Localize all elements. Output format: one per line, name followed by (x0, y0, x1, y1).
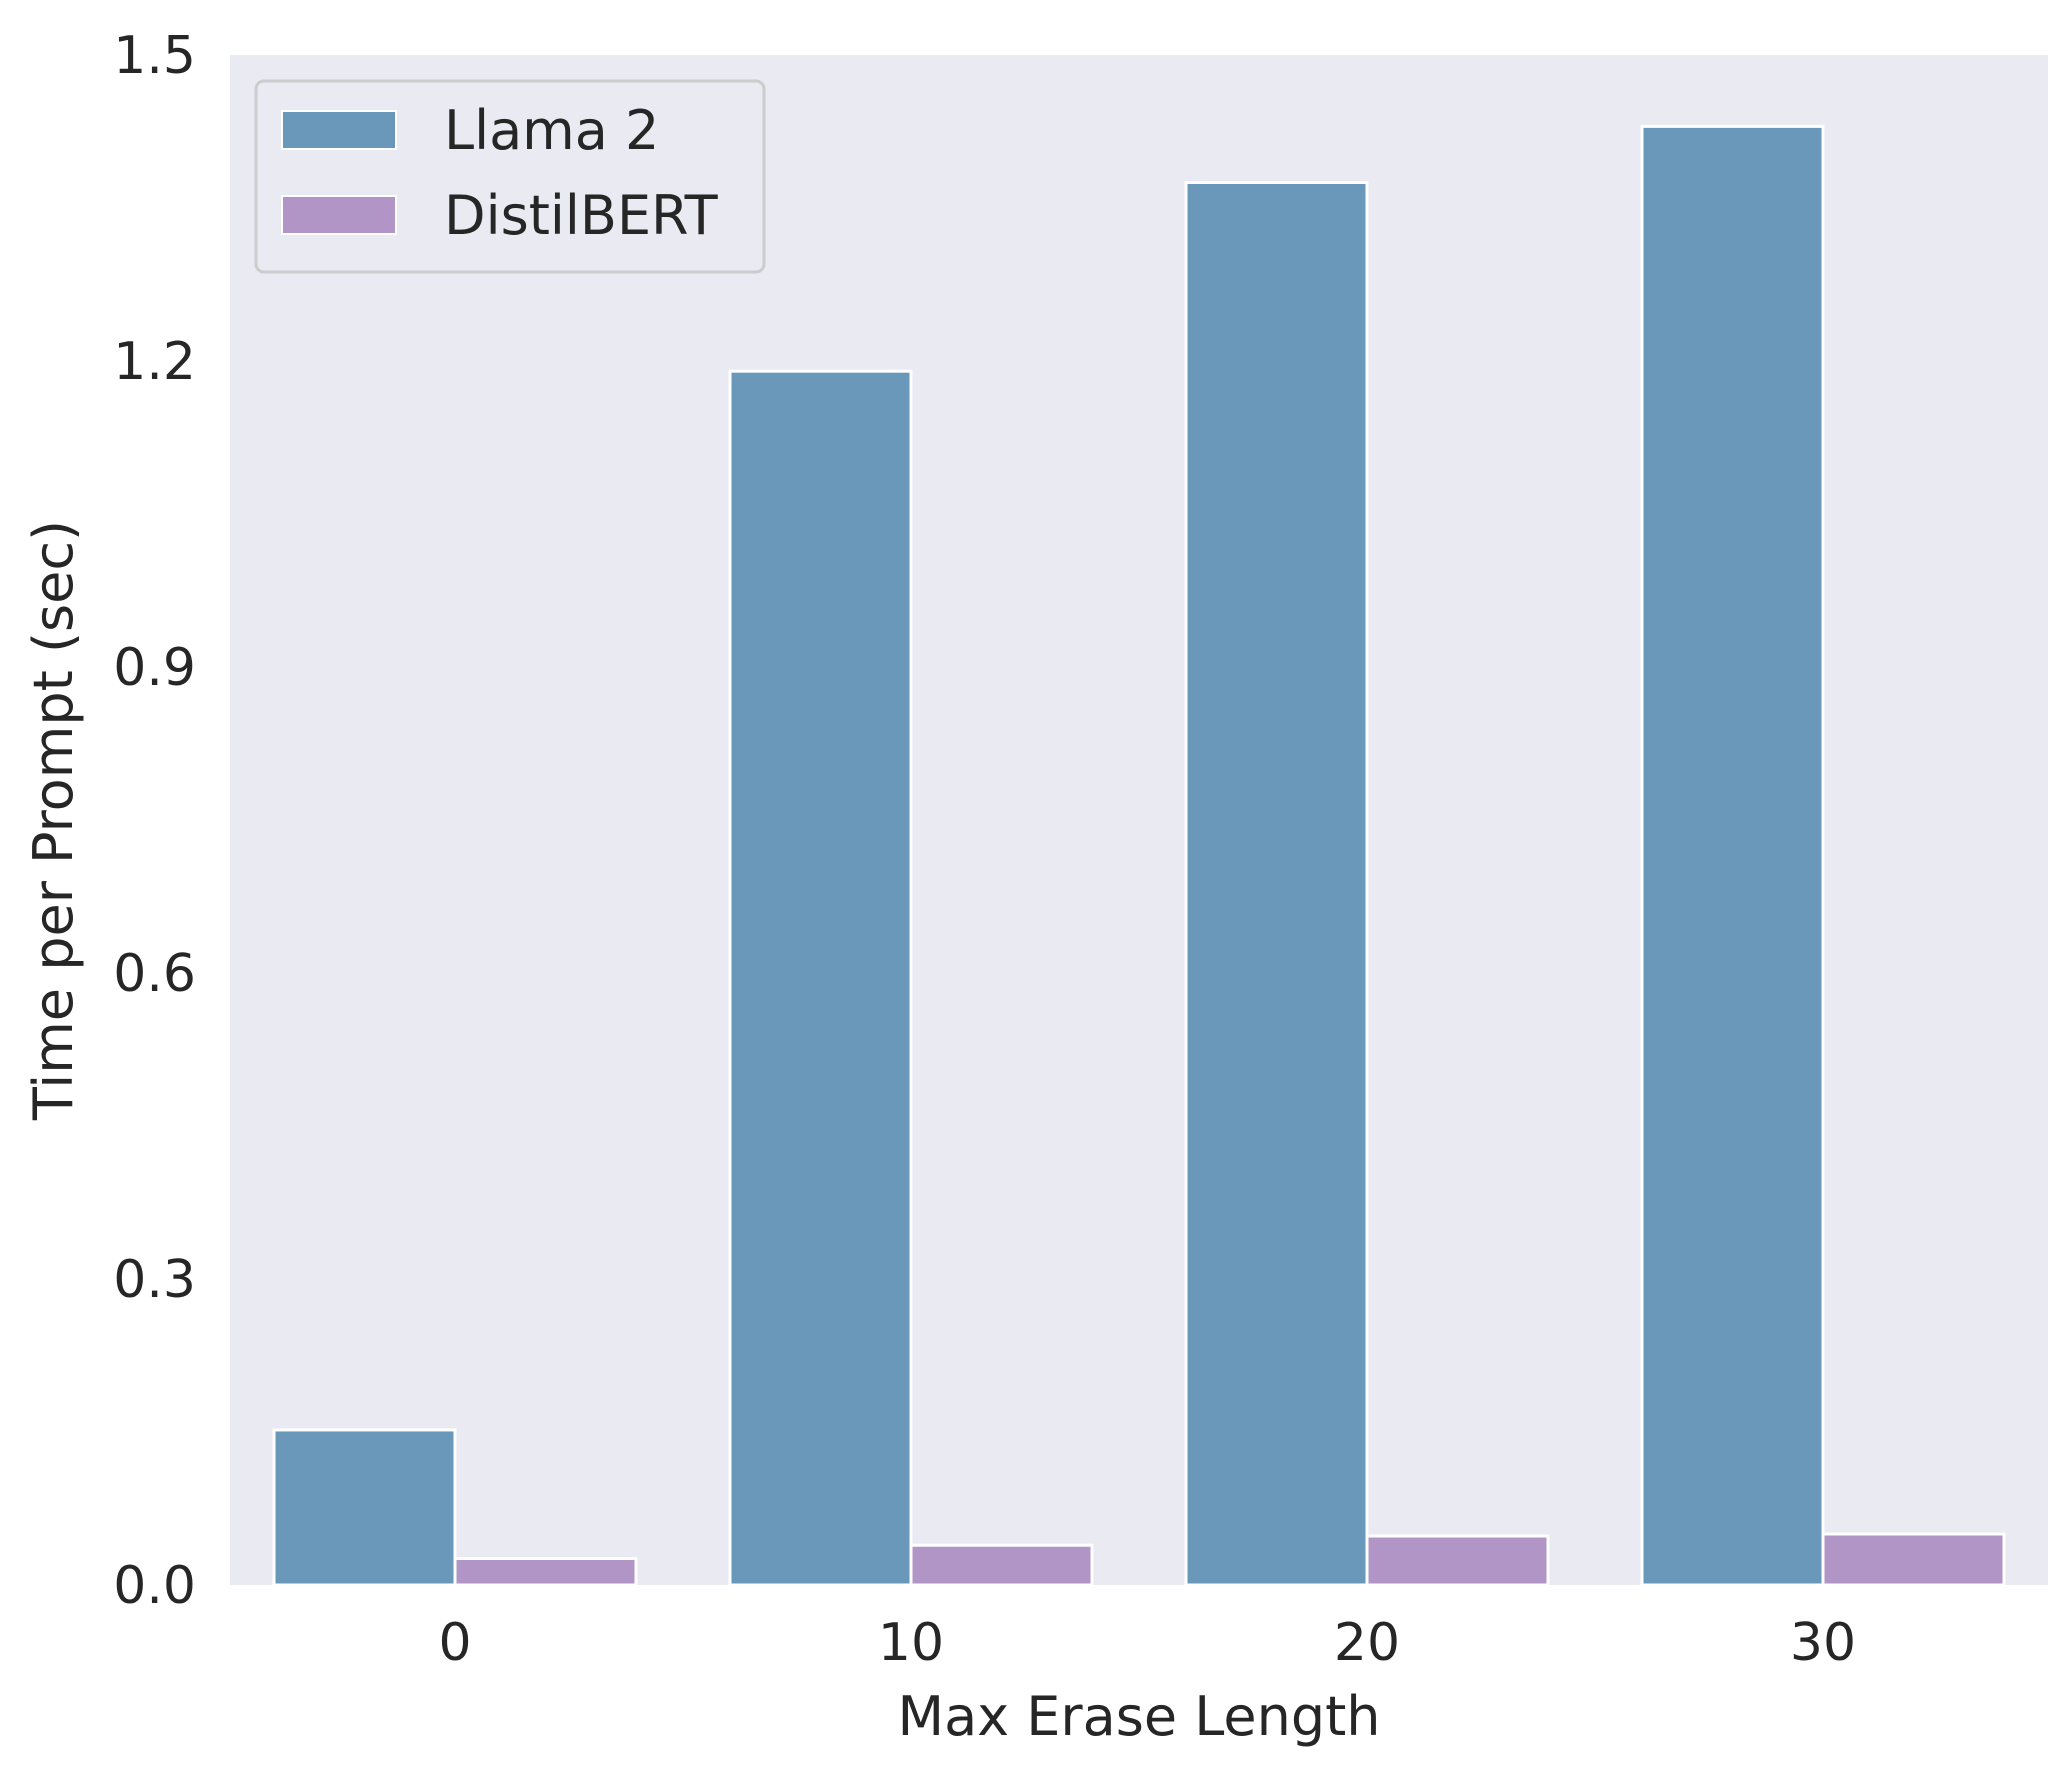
legend-swatch-distilbert (281, 195, 397, 235)
legend-label-llama-2: Llama 2 (444, 99, 659, 162)
y-tick-label: 0.0 (113, 1556, 196, 1616)
bar-llama-2-30 (1640, 124, 1825, 1587)
bar-llama-2-20 (1184, 181, 1369, 1587)
legend-label-distilbert: DistilBERT (444, 184, 719, 247)
x-tick-label: 10 (878, 1613, 944, 1673)
y-axis-label: Time per Prompt (sec) (22, 520, 85, 1121)
bar-distilbert-0 (453, 1556, 638, 1587)
legend-swatch-llama-2 (281, 110, 397, 150)
y-tick-label: 1.5 (113, 26, 196, 86)
y-tick-label: 0.6 (113, 944, 196, 1004)
bar-distilbert-30 (1821, 1532, 2006, 1587)
x-axis-label: Max Erase Length (898, 1685, 1381, 1748)
x-tick-label: 0 (438, 1613, 471, 1673)
bar-distilbert-20 (1365, 1534, 1550, 1587)
legend: Llama 2 DistilBERT (254, 79, 766, 274)
bar-llama-2-10 (728, 369, 913, 1587)
y-tick-label: 0.9 (113, 638, 196, 698)
x-tick-label: 30 (1790, 1613, 1856, 1673)
y-tick-label: 0.3 (113, 1250, 196, 1310)
x-tick-label: 20 (1334, 1613, 1400, 1673)
bars-group (272, 124, 2006, 1587)
bar-distilbert-10 (909, 1543, 1094, 1587)
bar-llama-2-0 (272, 1428, 457, 1587)
y-axis-ticks: 0.0 0.3 0.6 0.9 1.2 1.5 (113, 26, 196, 1616)
y-tick-label: 1.2 (113, 332, 196, 392)
x-axis-ticks: 0 10 20 30 (438, 1613, 1856, 1673)
